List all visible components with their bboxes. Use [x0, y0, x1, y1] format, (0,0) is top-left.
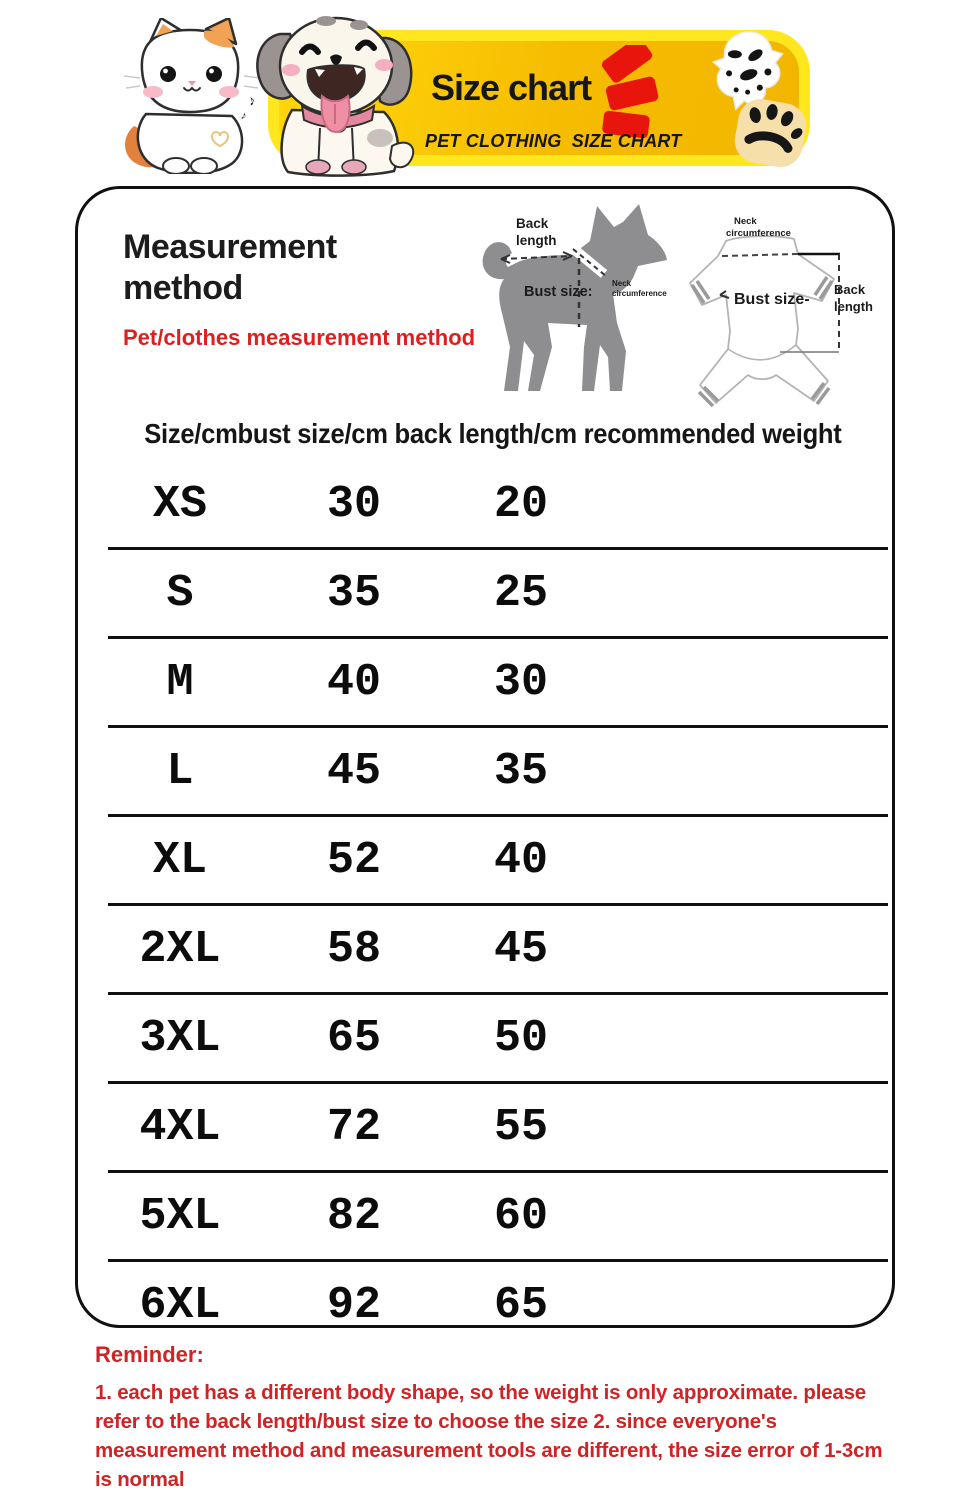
- cell-bust: 92: [326, 1279, 381, 1331]
- table-row: 3XL 65 50: [108, 995, 888, 1084]
- banner: Size chart PET CLOTHING SIZE CHART: [268, 30, 810, 167]
- card-heading: Measurement method: [123, 228, 337, 307]
- cell-size: XS: [152, 478, 207, 530]
- cream-paw-icon: [734, 99, 806, 167]
- cell-bust: 30: [326, 478, 381, 530]
- cell-back: 50: [493, 1012, 548, 1064]
- cell-back: 65: [493, 1279, 548, 1331]
- table-row: 6XL 92 65: [108, 1262, 888, 1348]
- label-neck: Neck: [612, 279, 632, 288]
- table-row: 5XL 82 60: [108, 1173, 888, 1262]
- table-row: XS 30 20: [108, 461, 888, 550]
- label-back-length: length: [834, 299, 873, 314]
- spotted-paw-icon: [711, 31, 784, 111]
- cell-back: 35: [493, 745, 548, 797]
- garment-outline: [689, 235, 835, 404]
- cell-bust: 45: [326, 745, 381, 797]
- label-back-length: length: [516, 233, 557, 248]
- dog-illustration: [256, 16, 415, 177]
- cell-bust: 65: [326, 1012, 381, 1064]
- reminder-title: Reminder:: [95, 1342, 204, 1367]
- table-header: Size/cmbust size/cm back length/cm recom…: [118, 418, 842, 450]
- card-subheading: Pet/clothes measurement method: [123, 325, 476, 350]
- banner-subtitle: PET CLOTHING SIZE CHART: [425, 131, 682, 151]
- cell-back: 30: [493, 656, 548, 708]
- table-row: XL 52 40: [108, 817, 888, 906]
- cat-illustration: [123, 18, 261, 174]
- cell-back: 60: [493, 1190, 548, 1242]
- reminder-body: 1. each pet has a different body shape, …: [95, 1381, 883, 1492]
- cell-size: 2XL: [139, 923, 221, 975]
- banner-title: Size chart: [431, 67, 592, 108]
- cell-bust: 82: [326, 1190, 381, 1242]
- cell-size: L: [166, 745, 194, 797]
- label-back-length: Back: [834, 282, 866, 297]
- label-back-length: Back: [516, 216, 549, 231]
- cell-bust: 35: [326, 567, 381, 619]
- cell-back: 25: [493, 567, 548, 619]
- label-neck: Neck: [734, 216, 757, 227]
- cell-size: XL: [152, 834, 207, 886]
- table-row: 2XL 58 45: [108, 906, 888, 995]
- cell-back: 55: [493, 1101, 548, 1153]
- cell-bust: 58: [326, 923, 381, 975]
- cell-size: 3XL: [139, 1012, 221, 1064]
- table-row: 4XL 72 55: [108, 1084, 888, 1173]
- cell-back: 45: [493, 923, 548, 975]
- cell-size: 5XL: [139, 1190, 221, 1242]
- dog-silhouette: [482, 204, 667, 391]
- label-bust-size: Bust size:: [524, 284, 593, 300]
- cell-bust: 40: [326, 656, 381, 708]
- size-table: XS 30 20 S 35 25 M 40 30 L 45 35 XL 52 40 2XL 58 45 …: [108, 461, 888, 1348]
- measurement-card: Measurement method Pet/clothes measureme…: [75, 186, 895, 1331]
- cell-size: M: [166, 656, 194, 708]
- cell-bust: 72: [326, 1101, 381, 1153]
- table-row: M 40 30: [108, 639, 888, 728]
- label-neck: circumference: [726, 228, 791, 239]
- cell-size: 6XL: [139, 1279, 221, 1331]
- cell-back: 20: [493, 478, 548, 530]
- garment-measurement-diagram: Neck circumference Bust size- Back lengt…: [689, 216, 873, 408]
- table-row: L 45 35: [108, 728, 888, 817]
- table-row: S 35 25: [108, 550, 888, 639]
- table-header-text: Size/cmbust size/cm back length/cm recom…: [144, 418, 842, 449]
- label-bust-size: Bust size-: [734, 291, 810, 308]
- cell-size: S: [166, 567, 194, 619]
- label-neck: circumference: [612, 289, 667, 298]
- cell-size: 4XL: [139, 1101, 221, 1153]
- cell-back: 40: [493, 834, 548, 886]
- cell-bust: 52: [326, 834, 381, 886]
- dog-measurement-diagram: Back length Bust size: Neck circumferenc…: [482, 204, 667, 391]
- red-fan-icon: [601, 45, 659, 139]
